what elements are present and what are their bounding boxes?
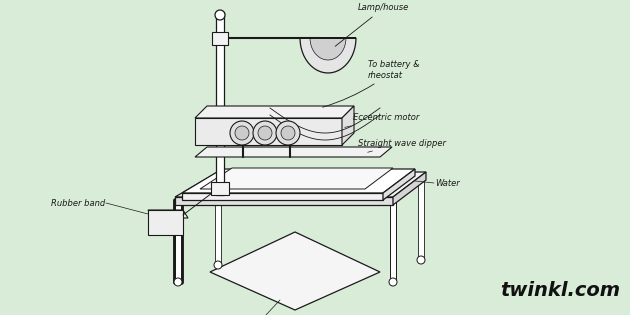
Circle shape [215,10,225,20]
Polygon shape [418,175,424,260]
Polygon shape [393,172,426,205]
Text: Lamp/house: Lamp/house [335,3,410,46]
Polygon shape [310,38,346,60]
Polygon shape [175,200,181,282]
Circle shape [417,256,425,264]
Polygon shape [200,168,393,189]
Text: Eccentric motor: Eccentric motor [345,113,420,127]
Polygon shape [182,169,415,193]
Circle shape [281,126,295,140]
Text: Rubber band: Rubber band [51,198,105,208]
Circle shape [235,126,249,140]
Polygon shape [211,182,229,195]
Polygon shape [212,32,228,45]
Circle shape [174,278,182,286]
Circle shape [214,261,222,269]
Polygon shape [175,197,393,205]
Text: Water: Water [435,179,460,187]
Polygon shape [148,210,183,235]
Polygon shape [182,193,383,200]
Polygon shape [342,106,354,145]
Circle shape [389,278,397,286]
Circle shape [276,121,300,145]
Polygon shape [216,12,224,195]
Polygon shape [215,185,221,265]
Polygon shape [390,200,396,282]
Text: To battery &
rheostat: To battery & rheostat [323,60,420,107]
Circle shape [253,121,277,145]
Circle shape [258,126,272,140]
Polygon shape [383,169,415,200]
Text: twinkl.com: twinkl.com [500,280,620,300]
Polygon shape [210,232,380,310]
Polygon shape [195,106,354,118]
Polygon shape [195,118,342,145]
Polygon shape [175,172,426,197]
Polygon shape [195,147,392,157]
Circle shape [230,121,254,145]
Text: Straight wave dipper: Straight wave dipper [358,139,446,152]
Polygon shape [300,38,356,73]
Polygon shape [148,210,188,218]
